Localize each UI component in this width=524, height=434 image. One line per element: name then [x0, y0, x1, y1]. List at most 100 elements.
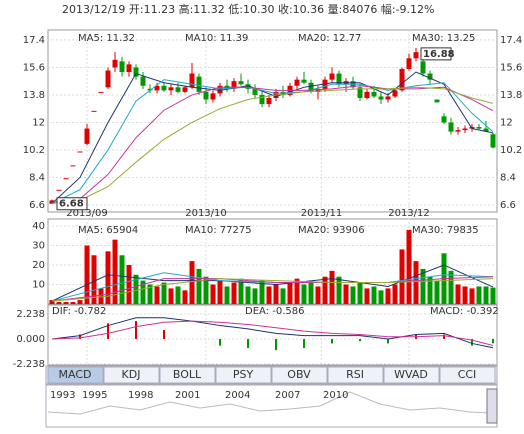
volume-bar [196, 268, 202, 304]
volume-ma-line [51, 264, 494, 302]
volume-bar [301, 284, 307, 304]
tab-label[interactable]: MACD [59, 368, 92, 381]
y-tick-label-right: 10.2 [500, 145, 522, 156]
y-tick-label-right: 17.4 [500, 35, 522, 46]
year-label: 1993 [50, 390, 75, 401]
tab-label[interactable]: WVAD [394, 368, 428, 381]
volume-bar [140, 280, 146, 304]
candle-body [154, 85, 160, 91]
y-tick-label: 20 [32, 260, 45, 271]
tab-label[interactable]: RSI [346, 368, 364, 381]
candle-body [84, 128, 90, 144]
macd-bar [107, 323, 109, 339]
tab[interactable] [271, 366, 328, 384]
annotation-box [420, 47, 452, 61]
tab-label[interactable]: CCI [458, 368, 477, 381]
volume-bar [105, 251, 111, 304]
candle-body [56, 189, 62, 191]
volume-bar [84, 245, 90, 304]
tab[interactable] [159, 366, 216, 384]
volume-bar [224, 286, 230, 304]
ma-line [51, 71, 494, 204]
dif-legend: DIF: -0.782 [52, 306, 106, 317]
volume-bar [266, 286, 272, 304]
candle-body [259, 94, 265, 105]
volume-bar [455, 284, 461, 304]
tab-label[interactable]: PSY [233, 368, 254, 381]
y-tick-label: 10.2 [23, 145, 45, 156]
volume-bar [77, 300, 83, 304]
candle-body [245, 84, 251, 89]
scroll-handle[interactable] [486, 388, 498, 424]
x-tick-label: 2013/12 [388, 208, 430, 219]
volume-bar [413, 261, 419, 304]
candle-body [105, 70, 111, 88]
macd-bar [331, 338, 333, 344]
year-label: 1995 [82, 390, 107, 401]
candle-body [441, 116, 447, 123]
y-tick-label: 0.000 [16, 334, 45, 345]
candle-body [161, 85, 167, 91]
y-tick-label-right: 12 [500, 117, 513, 128]
candle-body [91, 110, 97, 112]
candle-body [329, 73, 335, 80]
y-tick-label: -2.238 [13, 359, 45, 370]
volume-bar [420, 268, 426, 304]
macd-panel [47, 304, 498, 366]
volume-ma-legend: MA30: 79835 [412, 225, 479, 236]
tab[interactable] [103, 366, 160, 384]
candle-body [238, 81, 244, 85]
volume-bar [343, 284, 349, 304]
tab[interactable] [327, 366, 384, 384]
year-label: 2001 [175, 390, 200, 401]
tab[interactable] [215, 366, 272, 384]
y-tick-label: 8.4 [29, 172, 45, 183]
tab[interactable] [383, 366, 440, 384]
volume-bar [175, 286, 181, 304]
volume-bar [56, 302, 62, 304]
volume-bar [154, 286, 160, 304]
candle-body [392, 90, 398, 97]
volume-bar [161, 282, 167, 304]
tab-label[interactable]: KDJ [122, 368, 141, 381]
candle-body [455, 130, 461, 132]
volume-bar [462, 286, 468, 304]
candle-body [336, 73, 342, 85]
candle-body [210, 93, 216, 100]
candle-body [203, 91, 209, 100]
tab-label[interactable]: OBV [287, 368, 311, 381]
tab-label[interactable]: BOLL [173, 368, 202, 381]
candle-body [196, 76, 202, 92]
ma-line [51, 79, 494, 204]
volume-bar [133, 274, 139, 304]
ma-line [51, 85, 494, 204]
volume-bar [70, 302, 76, 304]
candle-body [63, 178, 69, 180]
candle-body [301, 79, 307, 83]
y-tick-label: 17.4 [23, 35, 45, 46]
candle-body [364, 91, 370, 99]
macd-legend: MACD: -0.392 [430, 306, 499, 317]
candle-body [98, 91, 104, 93]
volume-bar [63, 302, 69, 304]
volume-bar [371, 286, 377, 304]
macd-bar [163, 330, 165, 339]
volume-bar [336, 276, 342, 304]
volume-bar [189, 261, 195, 304]
y-tick-label-right: 15.6 [500, 62, 522, 73]
volume-bar [308, 280, 314, 304]
volume-bar [182, 290, 188, 304]
macd-bar [471, 338, 473, 346]
volume-bar [217, 280, 223, 304]
candle-body [294, 79, 300, 86]
volume-bar [49, 300, 55, 304]
volume-bar [399, 249, 405, 304]
tab[interactable] [439, 366, 496, 384]
tab[interactable] [47, 366, 104, 384]
candle-body [70, 165, 76, 167]
volume-bar [91, 255, 97, 304]
candle-body [182, 87, 188, 92]
candle-body [462, 128, 468, 131]
dif-line [51, 317, 494, 349]
